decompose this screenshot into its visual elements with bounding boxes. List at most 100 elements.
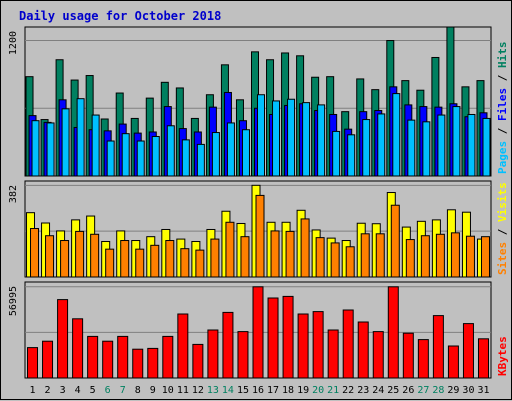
bar-kbytes-day-15 <box>237 331 249 379</box>
bar-pages-day-10 <box>166 125 175 177</box>
y-max-label: 1200 <box>8 31 19 55</box>
panel-hits-files-pages: 1200 Pages / Files / Hits <box>8 26 509 177</box>
legend-sites: Sites <box>496 242 509 275</box>
legend-files: Files <box>496 88 509 121</box>
chart-title: Daily usage for October 2018 <box>19 9 221 23</box>
day-label-16: 16 <box>252 385 264 396</box>
day-label-17: 17 <box>267 385 279 396</box>
day-label-28: 28 <box>432 385 444 396</box>
day-label-9: 9 <box>150 385 156 396</box>
day-label-12: 12 <box>192 385 204 396</box>
bar-sites-day-9 <box>150 244 160 278</box>
bar-kbytes-day-28 <box>432 315 444 379</box>
day-label-2: 2 <box>45 385 51 396</box>
bar-kbytes-day-30 <box>462 323 474 379</box>
bar-kbytes-day-21 <box>327 329 339 379</box>
day-label-26: 26 <box>402 385 414 396</box>
bar-kbytes-day-3 <box>57 299 69 379</box>
bar-kbytes-day-1 <box>27 347 39 379</box>
bar-kbytes-day-27 <box>417 339 429 379</box>
bar-kbytes-day-8 <box>132 348 144 379</box>
bar-kbytes-day-26 <box>402 332 414 379</box>
bar-kbytes-day-5 <box>87 335 99 379</box>
bar-sites-day-16 <box>255 194 265 278</box>
bar-pages-day-18 <box>287 98 296 177</box>
bar-sites-day-7 <box>120 240 130 278</box>
bar-kbytes-day-24 <box>372 331 384 379</box>
bar-kbytes-day-4 <box>72 318 84 379</box>
bar-pages-day-17 <box>272 100 281 177</box>
legend-visits: Visits <box>496 182 509 222</box>
bar-sites-day-31 <box>480 236 490 278</box>
bar-pages-day-16 <box>257 94 265 177</box>
bar-sites-day-10 <box>165 240 175 278</box>
day-label-1: 1 <box>30 385 36 396</box>
day-label-23: 23 <box>357 385 369 396</box>
bar-pages-day-23 <box>362 119 371 177</box>
bar-sites-day-19 <box>300 218 310 278</box>
bar-pages-day-15 <box>241 129 250 177</box>
day-label-7: 7 <box>120 385 126 396</box>
bar-pages-day-12 <box>196 143 205 177</box>
bar-pages-day-21 <box>332 130 341 177</box>
bar-kbytes-day-12 <box>192 343 204 379</box>
bar-sites-day-21 <box>330 242 340 278</box>
panel-visits-sites: 382 Sites / Visits <box>8 180 509 278</box>
bar-kbytes-day-18 <box>282 295 294 379</box>
series-legend: KBytes <box>496 336 509 376</box>
bar-sites-day-12 <box>195 249 205 278</box>
bar-kbytes-day-22 <box>342 309 354 379</box>
bar-kbytes-day-23 <box>357 321 369 379</box>
bar-kbytes-day-9 <box>147 347 159 379</box>
bar-pages-day-2 <box>46 122 55 177</box>
bar-sites-day-29 <box>450 232 460 278</box>
bar-pages-day-20 <box>317 104 326 177</box>
bar-sites-day-5 <box>90 233 100 278</box>
bar-sites-day-1 <box>30 228 40 278</box>
legend-hits: Hits <box>496 42 509 69</box>
day-label-4: 4 <box>75 385 81 396</box>
legend-pages: Pages <box>496 141 509 174</box>
bar-kbytes-day-14 <box>222 311 234 379</box>
day-label-20: 20 <box>312 385 324 396</box>
day-label-5: 5 <box>90 385 96 396</box>
bar-sites-day-2 <box>45 235 55 278</box>
bar-pages-day-13 <box>211 132 220 177</box>
day-label-22: 22 <box>342 385 354 396</box>
day-label-31: 31 <box>477 385 489 396</box>
side-legend: KBytes <box>496 336 509 376</box>
legend-sep: / <box>496 68 509 88</box>
day-label-11: 11 <box>177 385 189 396</box>
bar-pages-day-9 <box>151 135 160 177</box>
day-label-6: 6 <box>105 385 111 396</box>
bar-kbytes-day-13 <box>207 329 219 379</box>
day-label-29: 29 <box>447 385 459 396</box>
bar-pages-day-5 <box>91 114 100 177</box>
bar-kbytes-day-31 <box>477 338 489 379</box>
bar-pages-day-22 <box>347 134 356 177</box>
bar-kbytes-day-11 <box>177 313 189 379</box>
bar-pages-day-14 <box>226 122 235 177</box>
bar-pages-day-31 <box>482 117 491 177</box>
y-max-label: 382 <box>8 185 19 203</box>
panel-kbytes: 56995 KBytes <box>8 281 509 379</box>
bar-sites-day-28 <box>435 233 445 278</box>
bar-kbytes-day-16 <box>252 286 264 379</box>
bar-pages-day-7 <box>121 133 130 177</box>
day-label-21: 21 <box>327 385 339 396</box>
side-legend: Pages / Files / Hits <box>496 42 509 175</box>
bar-sites-day-18 <box>285 230 295 278</box>
bar-sites-day-4 <box>75 230 85 278</box>
bar-kbytes-day-25 <box>387 286 399 379</box>
legend-sep: / <box>496 222 509 242</box>
bar-sites-day-11 <box>180 248 190 278</box>
day-label-30: 30 <box>462 385 474 396</box>
bar-kbytes-day-10 <box>162 335 174 379</box>
bar-sites-day-14 <box>225 221 235 278</box>
bar-pages-day-6 <box>106 140 115 177</box>
bar-pages-day-24 <box>377 113 386 177</box>
day-label-27: 27 <box>417 385 429 396</box>
day-label-13: 13 <box>207 385 219 396</box>
